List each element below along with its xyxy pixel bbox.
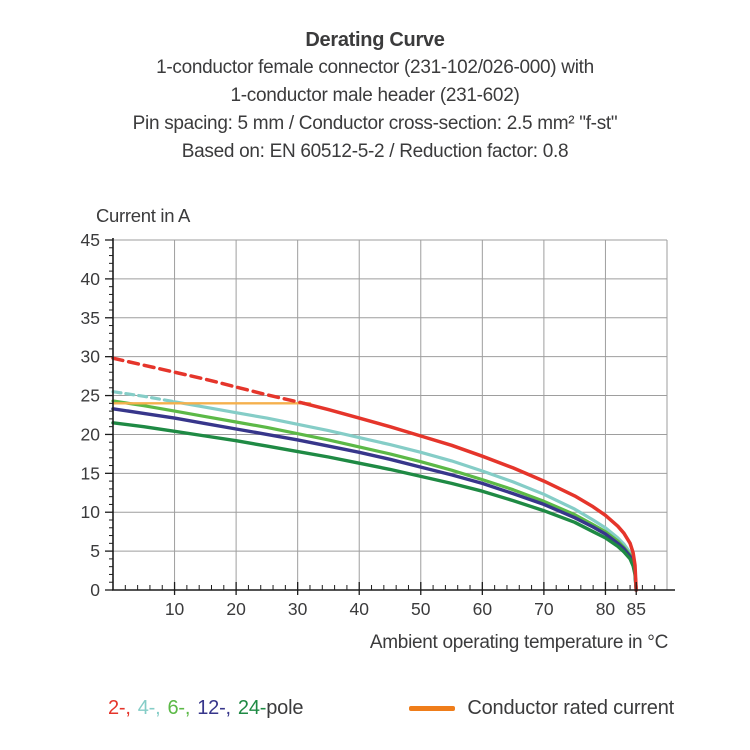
- y-tick-label-5: 5: [90, 541, 100, 561]
- chart-subtitle-line-2: 1-conductor male header (231-602): [230, 85, 520, 106]
- curve-4-pole: [173, 400, 638, 592]
- chart-title: Derating Curve: [305, 29, 445, 51]
- poles-legend: 2-, 4-, 6-, 12-, 24-pole: [108, 697, 303, 720]
- gridlines: [113, 239, 668, 590]
- x-tick-label-85: 85: [626, 599, 645, 619]
- derating-chart: Current in A 10 20 30 40 50 60 70 80 85 0 5 10 15 20 2…: [81, 205, 675, 653]
- rated-current-swatch: [409, 705, 456, 711]
- chart-subtitle-line-3: Pin spacing: 5 mm / Conductor cross-sect…: [132, 113, 618, 134]
- pole-legend-item: 6-,: [167, 696, 191, 719]
- x-tick-label-50: 50: [411, 599, 431, 619]
- pole-legend-item: 24-: [237, 696, 267, 719]
- tick-labels: 10 20 30 40 50 60 70 80 85 0 5 10 15 20 25 30 35 40 45: [81, 230, 646, 619]
- curve-4-pole-dashed: [111, 390, 177, 404]
- curve-12-pole: [111, 407, 638, 592]
- x-axis-title: Ambient operating temperature in °C: [370, 632, 668, 653]
- y-axis-title: Current in A: [96, 205, 191, 226]
- y-tick-label-40: 40: [81, 269, 101, 289]
- pole-legend-item: 2-,: [108, 696, 131, 719]
- x-tick-label-20: 20: [226, 599, 246, 619]
- x-tick-label-30: 30: [288, 599, 308, 619]
- x-tick-label-40: 40: [349, 599, 369, 619]
- y-tick-label-30: 30: [81, 347, 101, 367]
- chart-header: Derating Curve 1-conductor female connec…: [0, 26, 750, 166]
- x-tick-label-70: 70: [534, 599, 554, 619]
- chart-subtitle-line-1: 1-conductor female connector (231-102/02…: [156, 57, 594, 78]
- x-tick-label-80: 80: [596, 599, 616, 619]
- curve-2-pole: [302, 401, 638, 592]
- pole-legend-item: 4-,: [137, 696, 161, 719]
- chart-subtitle-line-4: Based on: EN 60512-5-2 / Reduction facto…: [181, 141, 569, 162]
- y-tick-label-35: 35: [81, 308, 100, 328]
- rated-current-label: Conductor rated current: [467, 696, 674, 719]
- x-tick-label-60: 60: [473, 599, 493, 619]
- pole-legend-item: 12-,: [197, 696, 231, 719]
- x-tick-label-10: 10: [165, 599, 185, 619]
- curves: [111, 356, 638, 592]
- y-tick-label-45: 45: [81, 230, 100, 250]
- chart-legend: 2-, 4-, 6-, 12-, 24-pole Conductor rated cur…: [108, 692, 674, 724]
- rated-current-legend: Conductor rated current: [409, 697, 674, 720]
- y-tick-label-0: 0: [90, 580, 100, 600]
- curve-24-pole: [111, 421, 638, 592]
- y-tick-label-25: 25: [81, 386, 100, 406]
- axis-ticks: [105, 239, 656, 595]
- curve-2-pole-dashed: [111, 356, 306, 406]
- poles-legend-suffix: pole: [266, 696, 304, 719]
- y-tick-label-15: 15: [81, 463, 100, 483]
- y-tick-label-10: 10: [81, 502, 101, 522]
- y-tick-label-20: 20: [81, 424, 101, 444]
- curve-6-pole: [111, 399, 638, 592]
